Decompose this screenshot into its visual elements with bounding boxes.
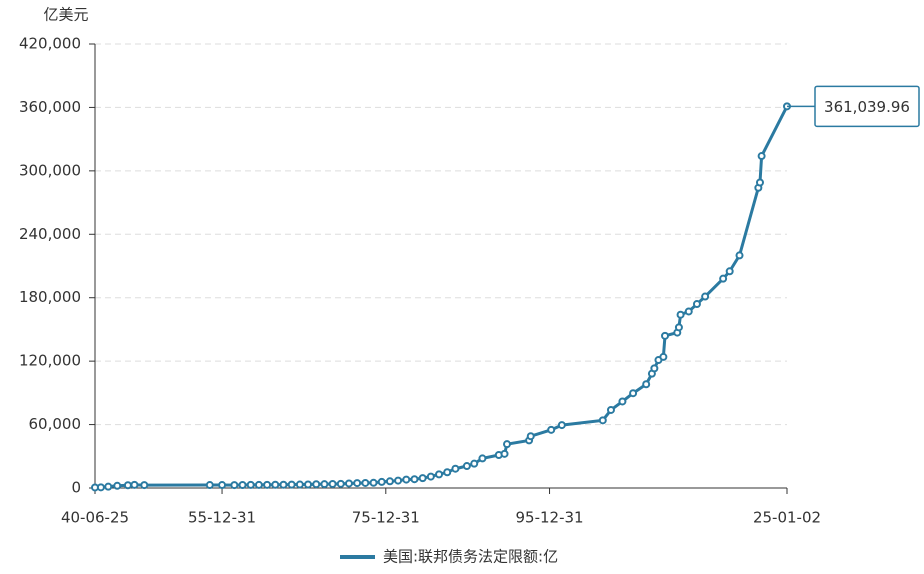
- point: [478, 454, 487, 463]
- y-tick-label: 180,000: [19, 288, 81, 306]
- point: [502, 440, 511, 449]
- point: [205, 481, 214, 490]
- point: [650, 364, 659, 373]
- point: [279, 480, 288, 489]
- point: [692, 300, 701, 309]
- x-tick-label: 25-01-02: [753, 509, 821, 527]
- point: [470, 459, 479, 468]
- point: [230, 481, 239, 490]
- point: [606, 405, 615, 414]
- point: [336, 479, 345, 488]
- point: [369, 478, 378, 487]
- point: [123, 481, 132, 490]
- point: [328, 480, 337, 489]
- point: [377, 477, 386, 486]
- point: [140, 481, 149, 490]
- value-label: 361,039.96: [824, 98, 910, 116]
- point: [443, 468, 452, 477]
- point: [757, 152, 766, 161]
- point: [500, 449, 509, 458]
- point: [557, 421, 566, 430]
- point: [96, 483, 105, 492]
- value-label-box: [814, 85, 920, 128]
- y-tick-label: 420,000: [19, 35, 81, 53]
- point: [676, 310, 685, 319]
- line: [94, 105, 789, 489]
- point: [344, 479, 353, 488]
- point: [642, 380, 651, 389]
- point: [361, 478, 370, 487]
- point: [755, 178, 764, 187]
- point: [451, 464, 460, 473]
- y-tick-label: 240,000: [19, 225, 81, 243]
- point: [735, 251, 744, 260]
- point: [674, 323, 683, 332]
- point: [287, 480, 296, 489]
- y-tick-label: 300,000: [19, 161, 81, 179]
- point: [130, 480, 139, 489]
- point: [618, 397, 627, 406]
- point: [426, 472, 435, 481]
- point: [661, 331, 670, 340]
- point: [304, 480, 313, 489]
- y-tick-label: 0: [71, 479, 81, 497]
- legend-label: 美国:联邦债务法定限额:亿: [383, 548, 558, 566]
- x-tick-label: 55-12-31: [188, 509, 256, 527]
- point: [113, 481, 122, 490]
- y-tick-label: 60,000: [29, 415, 82, 433]
- point: [271, 480, 280, 489]
- point: [312, 480, 321, 489]
- point: [725, 267, 734, 276]
- point: [629, 389, 638, 398]
- point: [246, 480, 255, 489]
- point: [684, 307, 693, 316]
- x-tick-label: 75-12-31: [352, 509, 420, 527]
- x-tick-label: 95-12-31: [515, 509, 583, 527]
- point: [254, 480, 263, 489]
- point: [547, 425, 556, 434]
- point: [526, 432, 535, 441]
- point: [410, 475, 419, 484]
- point: [598, 416, 607, 425]
- point: [263, 480, 272, 489]
- point: [295, 480, 304, 489]
- point: [462, 462, 471, 471]
- point: [418, 474, 427, 483]
- point: [394, 476, 403, 485]
- point: [238, 481, 247, 490]
- y-axis-label: 亿美元: [43, 6, 88, 24]
- point: [701, 292, 710, 301]
- x-tick-label: 40-06-25: [61, 509, 129, 527]
- point: [320, 480, 329, 489]
- point: [353, 479, 362, 488]
- y-tick-label: 360,000: [19, 98, 81, 116]
- point: [218, 481, 227, 490]
- point: [659, 352, 668, 361]
- point: [104, 482, 113, 491]
- point: [435, 470, 444, 479]
- point: [402, 475, 411, 484]
- y-tick-label: 120,000: [19, 352, 81, 370]
- point: [385, 477, 394, 486]
- point: [719, 274, 728, 283]
